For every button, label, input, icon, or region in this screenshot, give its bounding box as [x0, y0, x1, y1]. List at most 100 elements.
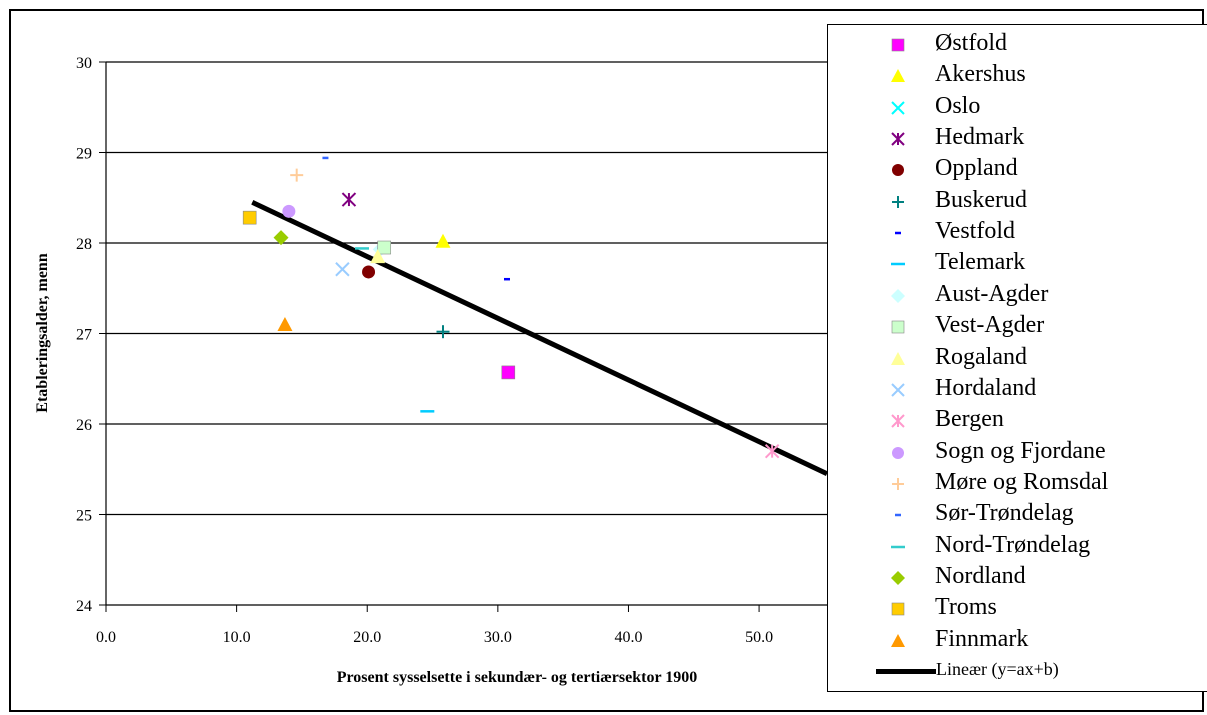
legend-marker [895, 231, 901, 235]
y-tick-label: 27 [76, 327, 92, 344]
legend-label: Finnmark [935, 625, 1029, 652]
y-tick-label: 28 [76, 236, 92, 253]
data-points [242, 156, 780, 459]
legend-label: Møre og Romsdal [935, 468, 1109, 495]
y-axis-title: Etableringsalder, menn [34, 253, 51, 413]
data-point-nordland [273, 230, 289, 246]
legend-marker [891, 414, 905, 428]
legend-label: Telemark [935, 249, 1026, 276]
x-tick-label: 30.0 [484, 629, 512, 646]
legend-marker-shape [891, 602, 905, 616]
legend-marker-shape [891, 69, 905, 83]
legend-item: Finnmark [828, 625, 1207, 656]
tick-labels: 24 25 26 27 28 29 30 0.0 10.0 20.0 30.0 40.0 50.0 [76, 55, 773, 646]
legend-marker-shape [891, 570, 905, 585]
legend-marker [891, 383, 905, 397]
legend-marker [891, 38, 905, 52]
legend-marker-shape [891, 633, 905, 647]
legend-item: Hordaland [828, 374, 1207, 405]
legend: Østfold Akershus Oslo Hedmark Oppland Buskeru… [827, 24, 1207, 692]
legend-item: Oslo [828, 92, 1207, 123]
legend-label: Østfold [935, 30, 1007, 56]
legend-item: Bergen [828, 405, 1207, 436]
legend-marker-shape [891, 100, 905, 115]
legend-marker [892, 446, 904, 459]
data-point-troms [242, 210, 257, 225]
data-point-møre-og-romsdal [290, 168, 304, 182]
legend-item: Oppland [828, 154, 1207, 185]
legend-marker [891, 69, 905, 83]
y-tick-label: 25 [76, 508, 92, 525]
legend-item: Vestfold [828, 217, 1207, 248]
legend-marker [891, 288, 905, 303]
legend-marker [892, 164, 904, 177]
legend-label: Oslo [935, 92, 981, 119]
legend-item: Hedmark [828, 123, 1207, 154]
legend-item: Sør-Trøndelag [828, 499, 1207, 530]
legend-marker-shape [892, 195, 904, 208]
data-point-hordaland [335, 262, 350, 277]
data-point-buskerud [436, 325, 450, 339]
x-tick-label: 10.0 [223, 629, 251, 646]
data-point-finnmark [277, 316, 293, 331]
legend-marker [891, 633, 905, 647]
axes [99, 61, 827, 612]
legend-trendline-swatch [876, 669, 936, 674]
legend-marker [895, 514, 901, 517]
legend-marker-shape [891, 132, 905, 146]
x-tick-label: 50.0 [745, 629, 773, 646]
y-tick-label: 30 [76, 55, 92, 72]
legend-marker-shape [892, 164, 904, 177]
legend-label: Oppland [935, 155, 1018, 182]
legend-label: Hedmark [935, 124, 1025, 151]
legend-item: Rogaland [828, 343, 1207, 374]
legend-marker [891, 570, 905, 585]
data-point-østfold [501, 365, 516, 380]
data-point-sogn-og-fjordane [282, 204, 296, 218]
legend-item: Nord-Trøndelag [828, 531, 1207, 562]
legend-marker-shape [892, 477, 904, 490]
legend-label: Vest-Agder [935, 312, 1045, 339]
legend-marker [891, 320, 905, 334]
legend-label: Vestfold [935, 218, 1015, 245]
trendline [251, 200, 829, 477]
legend-item: Aust-Agder [828, 280, 1207, 311]
legend-label: Nordland [935, 562, 1026, 589]
legend-trendline-label: Lineær (y=ax+b) [936, 659, 1059, 679]
legend-item-trendline: Lineær (y=ax+b) [828, 656, 1207, 687]
legend-label: Rogaland [935, 343, 1027, 370]
legend-marker [891, 351, 905, 365]
data-point-rogaland [370, 249, 386, 264]
legend-item: Møre og Romsdal [828, 468, 1207, 499]
legend-item: Nordland [828, 562, 1207, 593]
legend-marker [892, 477, 904, 490]
legend-label: Sør-Trøndelag [935, 500, 1074, 527]
x-tick-label: 20.0 [353, 629, 381, 646]
trendline-layer [251, 200, 829, 477]
data-point-akershus [435, 233, 451, 248]
legend-label: Akershus [935, 61, 1026, 88]
legend-item: Sogn og Fjordane [828, 437, 1207, 468]
legend-marker-shape [891, 320, 905, 334]
legend-item: Telemark [828, 248, 1207, 279]
legend-marker [891, 263, 905, 266]
legend-label: Nord-Trøndelag [935, 531, 1091, 558]
legend-item: Troms [828, 593, 1207, 624]
legend-label: Troms [935, 594, 997, 621]
data-point-hedmark [341, 192, 357, 207]
legend-item: Østfold [828, 29, 1207, 60]
legend-marker-shape [891, 351, 905, 365]
legend-label: Sogn og Fjordane [935, 437, 1106, 464]
data-point-oppland [362, 265, 376, 279]
data-point-bergen [764, 443, 780, 459]
legend-marker-shape [891, 414, 905, 428]
legend-marker [891, 132, 905, 146]
legend-marker-shape [892, 446, 904, 459]
y-tick-label: 24 [76, 598, 92, 615]
gridlines [106, 61, 827, 516]
y-tick-label: 29 [76, 146, 92, 163]
legend-marker [891, 545, 905, 548]
legend-label: Buskerud [935, 186, 1027, 213]
legend-marker-shape [891, 288, 905, 303]
